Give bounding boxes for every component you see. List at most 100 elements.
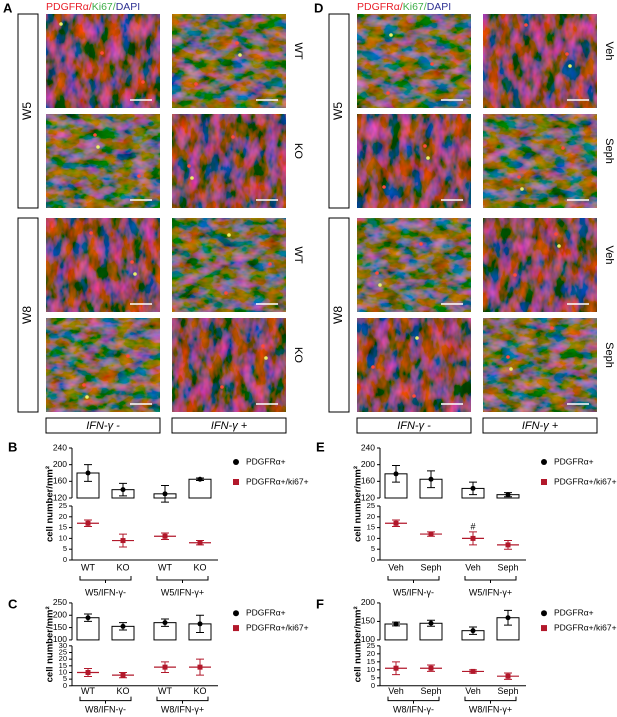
y2-tick-label: 15 bbox=[59, 661, 67, 670]
condition-label: IFN-γ - bbox=[86, 420, 120, 432]
micrograph bbox=[357, 218, 471, 312]
cell-dot bbox=[517, 175, 521, 179]
cell-dot bbox=[100, 51, 104, 55]
group-label: W5/IFN-γ- bbox=[85, 587, 126, 597]
point bbox=[428, 665, 434, 671]
x-tick-label: KO bbox=[193, 562, 206, 572]
micrograph bbox=[357, 114, 471, 208]
point bbox=[120, 672, 126, 678]
row-label: Seph bbox=[603, 138, 615, 164]
x-tick-label: KO bbox=[193, 686, 206, 696]
legend-label: PDGFRα+/ki67+ bbox=[554, 622, 617, 632]
cell-dot bbox=[412, 394, 416, 398]
y-axis-label: cell number/mm² bbox=[45, 466, 56, 542]
x-tick-label: Veh bbox=[388, 562, 404, 572]
y-tick-label: 250 bbox=[53, 597, 67, 607]
cell-dot bbox=[220, 385, 224, 389]
group-bracket bbox=[156, 576, 209, 583]
point bbox=[120, 623, 126, 629]
cell-dot bbox=[59, 22, 63, 26]
stain-part: DAPI bbox=[427, 1, 452, 13]
y-tick-label: 120 bbox=[53, 492, 67, 502]
condition-box bbox=[171, 417, 287, 434]
cell-dot bbox=[133, 272, 137, 276]
cell-dot bbox=[389, 33, 393, 37]
y2-tick-label: 20 bbox=[59, 654, 67, 663]
point bbox=[197, 621, 203, 627]
point bbox=[505, 673, 511, 679]
point bbox=[470, 668, 476, 674]
group-label: W8/IFN-γ+ bbox=[161, 705, 204, 715]
group-bracket bbox=[387, 696, 440, 704]
cell-dot bbox=[187, 164, 191, 168]
y-tick-label: 200 bbox=[361, 459, 375, 469]
point bbox=[428, 531, 434, 537]
y2-tick-label: 20 bbox=[367, 649, 375, 658]
y-axis-label: cell number/mm² bbox=[353, 606, 364, 682]
panel-letter: F bbox=[316, 596, 324, 611]
stain-part: PDGFRα/ bbox=[357, 1, 403, 13]
y-tick-label: 100 bbox=[53, 634, 67, 644]
group-bracket bbox=[79, 696, 132, 704]
x-tick-label: Seph bbox=[497, 686, 518, 696]
row-label: Veh bbox=[603, 246, 615, 265]
y-tick-label: 150 bbox=[53, 622, 67, 632]
stain-label: PDGFRα/Ki67/DAPI bbox=[357, 1, 451, 13]
point bbox=[120, 538, 126, 544]
point bbox=[505, 542, 511, 548]
group-bracket bbox=[464, 696, 517, 704]
group-label: W8 bbox=[331, 306, 345, 324]
x-tick-label: Veh bbox=[465, 562, 481, 572]
y-tick-label: 240 bbox=[53, 442, 67, 452]
group-bracket bbox=[387, 576, 440, 583]
cell-dot bbox=[190, 176, 194, 180]
stain-part: Ki67/ bbox=[92, 1, 116, 13]
group-box bbox=[17, 217, 39, 413]
y2-tick-label: 5 bbox=[63, 544, 67, 553]
x-tick-label: KO bbox=[116, 562, 129, 572]
cell-dot bbox=[93, 133, 97, 137]
point bbox=[85, 520, 91, 526]
y-tick-label: 160 bbox=[361, 476, 375, 486]
point bbox=[197, 664, 203, 670]
y-axis-label: cell number/mm² bbox=[45, 606, 56, 682]
micrograph bbox=[483, 218, 597, 312]
row-label: WT bbox=[292, 42, 304, 59]
panel-letter: C bbox=[8, 596, 18, 611]
condition-box bbox=[482, 417, 598, 434]
legend-marker bbox=[541, 610, 547, 617]
cell-dot bbox=[130, 260, 134, 264]
condition-label: IFN-γ + bbox=[211, 420, 248, 432]
condition-label: IFN-γ - bbox=[397, 420, 431, 432]
condition-label: IFN-γ + bbox=[522, 420, 559, 432]
x-tick-label: WT bbox=[158, 562, 172, 572]
cell-dot bbox=[96, 145, 100, 149]
point bbox=[85, 615, 91, 621]
cell-dot bbox=[382, 185, 386, 189]
group-label: W5/IFN-γ+ bbox=[161, 587, 204, 597]
cell-dot bbox=[426, 156, 430, 160]
row-label: Seph bbox=[603, 342, 615, 368]
group-label: W8/IFN-γ+ bbox=[469, 705, 512, 715]
cell-dot bbox=[430, 62, 434, 66]
panel-letter: E bbox=[316, 439, 325, 454]
y2-tick-label: 0 bbox=[63, 681, 67, 690]
y2-tick-label: 25 bbox=[59, 501, 67, 510]
y-tick-label: 120 bbox=[361, 492, 375, 502]
legend-marker bbox=[541, 625, 547, 632]
stain-part: DAPI bbox=[116, 1, 141, 13]
cell-dot bbox=[386, 91, 390, 95]
y-tick-label: 150 bbox=[361, 616, 375, 626]
point bbox=[505, 492, 511, 498]
y2-tick-label: 15 bbox=[367, 657, 375, 666]
point bbox=[85, 470, 91, 476]
legend-label: PDGFRα+ bbox=[554, 608, 594, 618]
point bbox=[393, 471, 399, 477]
micrograph bbox=[357, 318, 471, 412]
point bbox=[393, 520, 399, 526]
x-tick-label: WT bbox=[158, 686, 172, 696]
row-label: WT bbox=[292, 246, 304, 263]
y2-tick-label: 20 bbox=[367, 512, 375, 521]
panel-letter: A bbox=[3, 0, 13, 15]
cell-dot bbox=[415, 336, 419, 340]
